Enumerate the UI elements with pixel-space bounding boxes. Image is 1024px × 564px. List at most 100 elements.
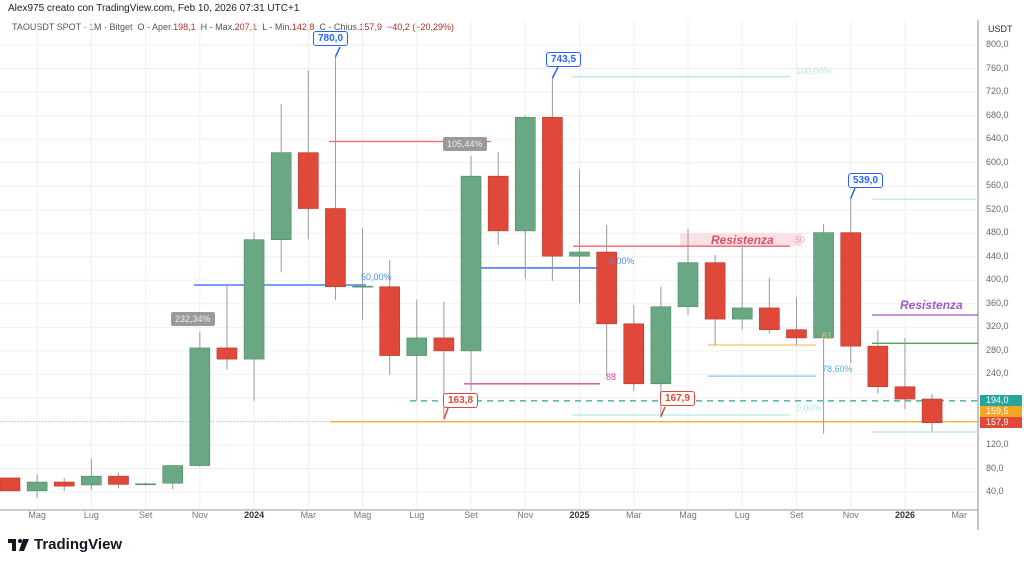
fib-label: 100,00% [796,66,832,76]
time-tick-label: 2026 [894,510,915,520]
bearish-candle [894,386,916,400]
time-tick-label: Mag [353,510,372,520]
bearish-candle [325,208,346,288]
fib-label: 50,00% [361,272,392,282]
bearish-candle [53,481,75,487]
time-tick-label: Nov [517,510,534,520]
fib-label: 50 [795,235,806,245]
price-tick-label: 280,0 [986,344,1009,355]
price-tag: 194,0 [980,395,1022,406]
price-tick-label: 640,0 [986,133,1009,144]
high-callout[interactable]: 743,5 [546,52,582,67]
time-tick-label: Mag [679,510,697,520]
symbol-name[interactable]: TAOUSDT SPOT · 1M · Bitget [12,22,133,32]
bullish-candle [460,175,482,352]
bearish-candle [596,251,617,325]
resistance-label: Resistenza [900,298,963,312]
bearish-candle [216,347,238,360]
price-tick-label: 600,0 [986,156,1009,167]
callout-pointer [551,66,559,79]
price-tag: 159,5 [980,406,1022,417]
percent-change-label: 105,44% [443,137,487,151]
low-callout[interactable]: 163,8 [443,393,479,408]
high-callout[interactable]: 539,0 [848,173,884,188]
time-tick-label: Mar [626,510,642,520]
price-tick-label: 240,0 [986,368,1009,379]
bearish-candle [487,175,509,232]
price-tick-label: 360,0 [986,297,1009,308]
time-tick-label: Lug [83,510,99,520]
price-tick-label: 760,0 [986,62,1009,73]
bearish-candle [759,307,780,330]
time-tick-label: Set [789,510,804,520]
bearish-candle [542,117,563,257]
price-tick-label: 80,0 [986,462,1004,473]
fib-label: 0,00% [609,256,635,266]
open-value: 198,1 [173,22,196,32]
bullish-candle [243,239,265,360]
axis-unit: USDT [988,24,1013,34]
low-value: 142,8 [291,22,315,32]
tradingview-logo-icon [8,538,29,551]
price-tag: 157,9 [980,417,1022,428]
bullish-candle [569,251,590,257]
tradingview-logo-text: TradingView [34,536,123,553]
price-tick-label: 800,0 [986,39,1009,49]
tradingview-logo[interactable]: TradingView [8,536,122,553]
bullish-candle [813,232,834,339]
bearish-candle [704,262,726,320]
bullish-candle [731,307,753,320]
time-tick-label: 2025 [569,510,590,520]
bullish-candle [650,306,672,385]
high-label: H - Max. [200,22,235,32]
change-value: −40,2 (−20,29%) [386,22,455,32]
bullish-candle [162,465,184,484]
high-value: 207,1 [234,22,258,32]
fib-label: 88 [606,372,617,382]
close-label: C - Chius. [319,22,360,32]
price-tick-label: 680,0 [986,109,1009,120]
bullish-candle [26,481,48,492]
bullish-candle [352,285,373,288]
time-tick-label: Mar [300,510,317,520]
percent-change-label: 232,34% [171,312,215,326]
price-tick-label: 720,0 [986,86,1009,97]
time-tick-label: Set [464,510,478,520]
callout-pointer [334,46,341,58]
bearish-candle [433,337,455,352]
bearish-candle [623,323,645,385]
bearish-candle [786,329,807,339]
low-label: L - Min. [262,22,292,32]
bearish-candle [840,232,862,347]
price-tick-label: 40,0 [986,486,1004,497]
time-tick-label: Lug [734,510,750,520]
fib-label: 78,60% [822,364,853,374]
price-tick-label: 440,0 [986,250,1009,261]
symbol-legend: TAOUSDT SPOT · 1M · Bitget O - Aper.198,… [12,22,454,32]
fib-label: 61 [822,331,833,341]
callout-pointer [850,187,856,199]
callout-pointer [443,407,449,420]
time-tick-label: Mar [951,510,967,520]
bullish-candle [189,347,211,466]
time-tick-label: Lug [409,510,425,520]
price-chart[interactable] [0,0,1024,530]
price-tick-label: 120,0 [986,438,1009,449]
time-tick-label: Nov [191,510,208,520]
bullish-candle [677,262,699,308]
bearish-candle [379,286,400,356]
bearish-candle [921,398,943,423]
bearish-candle [867,345,889,388]
price-tick-label: 520,0 [986,203,1009,214]
time-tick-label: 2024 [244,510,265,520]
time-tick-label: Set [138,510,153,520]
bullish-candle [135,483,156,486]
bearish-candle [108,475,129,485]
price-tick-label: 560,0 [986,180,1009,191]
close-value: 157,9 [359,22,382,32]
resistance-zone [680,233,802,247]
low-callout[interactable]: 167,9 [660,391,696,406]
high-callout[interactable]: 780,0 [313,31,349,46]
chart-header: Alex975 creato con TradingView.com, Feb … [8,3,300,14]
bullish-candle [270,152,292,240]
